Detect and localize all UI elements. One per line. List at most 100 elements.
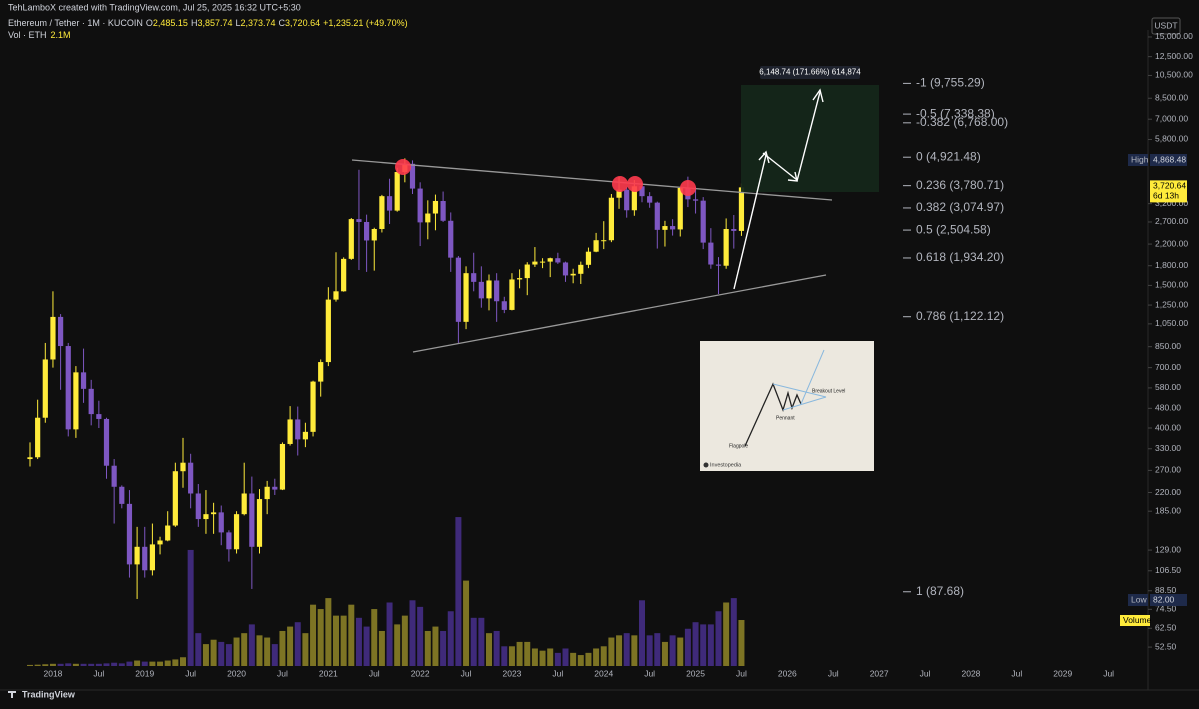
volume-bar [723,602,730,666]
candle-body [165,525,171,541]
x-tick-label: 2020 [227,668,246,678]
y-tick-label: 52.50 [1155,641,1177,651]
price-tag: 3,720.64 [1153,181,1186,191]
candle-body [157,540,163,545]
candle-body [608,197,614,241]
candle-body [601,240,607,242]
fib-label: -0.382 (6,768.00) [916,115,1008,129]
volume-bar [294,622,301,666]
volume-bar [516,641,523,666]
volume-bar [524,641,531,666]
candle-body [662,226,668,230]
volume-bar [118,663,125,666]
volume-bar [417,606,424,666]
volume-bar [531,648,538,666]
y-tick-label: 480.00 [1155,403,1181,413]
y-tick-label: 74.50 [1155,604,1177,614]
y-tick-label: 1,050.00 [1155,318,1188,328]
candle-body [471,273,477,282]
volume-bar [279,630,286,666]
l-key: L [235,18,240,28]
fib-label: 0.786 (1,122.12) [916,309,1004,323]
inset-source: Investopedia [710,462,742,468]
tag-key: High [1131,154,1149,164]
volume-bar [616,635,623,666]
volume-bar [233,637,240,666]
candle-body [417,188,423,223]
volume-bar [95,663,102,666]
x-tick-label: Jul [828,668,839,678]
y-tick-label: 5,800.00 [1155,134,1188,144]
y-tick-label: 2,700.00 [1155,216,1188,226]
candle-body [409,163,416,189]
volume-bar [501,646,508,666]
volume-bar [310,604,317,666]
x-tick-label: 2018 [43,668,62,678]
candle-body [233,514,240,550]
volume-bar [547,648,554,666]
candle-body [616,189,622,198]
x-tick-label: Jul [1011,668,1022,678]
volume-bar [478,617,485,666]
x-tick-label: 2021 [319,668,338,678]
volume-tag-bg [1120,615,1150,626]
candle-body [134,546,140,565]
y-tick-label: 1,250.00 [1155,299,1188,309]
y-tick-label: 270.00 [1155,465,1181,475]
tag-value: 82.00 [1153,594,1175,604]
fib-label: 1 (87.68) [916,584,964,598]
candle-body [211,512,217,515]
volume-bar [631,635,638,666]
candle-body [494,280,500,302]
candle-body [295,419,301,440]
candle-body [394,172,400,211]
volume-bar [57,663,64,666]
candle-body [448,220,454,258]
volume-bar [355,617,362,666]
candle-body [126,503,133,565]
x-tick-label: Jul [277,668,288,678]
currency-box[interactable] [1151,17,1181,35]
candle-body [555,258,561,263]
volume-bar [65,663,72,666]
y-tick-label: 3,200.00 [1155,198,1188,208]
volume-bar [738,620,745,666]
measure-label: 6,148.74 (171.66%) 614,874 [759,68,861,77]
inset-breakout: Breakout Level [812,388,845,394]
volume-bar [256,635,263,666]
x-tick-label: 2022 [411,668,430,678]
peak-markers [395,159,696,196]
candle-body [65,346,71,430]
o-val: 2,485.15 [153,18,188,28]
x-tick-label: 2027 [870,668,889,678]
volume-bar [424,630,431,666]
c-key: C [279,18,286,28]
volume-bar [639,600,645,666]
volume-bar [432,626,439,666]
volume-bar [371,609,378,666]
candle-body [463,273,469,322]
symbol-info: Ethereum / Tether · 1M · KUCOIN O2,485.15… [8,18,408,28]
volume-bar [378,630,385,666]
plot [27,158,745,666]
candle-body [731,228,737,231]
x-tick-label: 2025 [686,668,705,678]
y-tick-label: 330.00 [1155,443,1181,453]
volume-bar [34,664,41,666]
y-tick-label: 220.00 [1155,487,1181,497]
price-tag-bg [1150,180,1187,203]
x-tick-label: 2019 [135,668,154,678]
volume-bar [554,652,561,666]
volume-bar [141,661,148,666]
y-tick-label: 129.00 [1155,544,1181,554]
inset-pennant: Pennant [776,415,795,421]
vol-val: 2.1M [51,30,71,40]
candle-body [425,213,431,223]
candle-body [670,226,676,230]
y-tick-label: 106.50 [1155,565,1181,575]
volume-bar [287,626,294,666]
volume-bar [386,602,393,666]
candle-body [272,486,278,490]
fib-label: -0.5 (7,338.38) [916,106,995,120]
fib-label: 0.5 (2,504.58) [916,222,991,236]
